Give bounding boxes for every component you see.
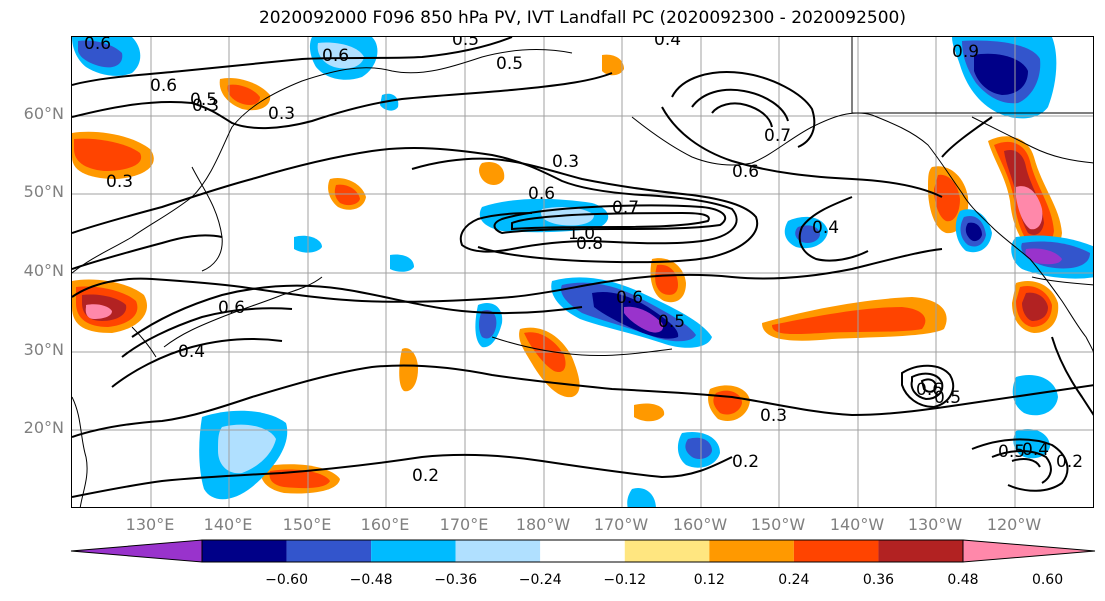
lat-label-60n: 60°N bbox=[23, 104, 64, 123]
colorbar-cell bbox=[624, 540, 710, 562]
colorbar-extension-low bbox=[70, 539, 203, 563]
lon-label-150e: 150°E bbox=[282, 515, 332, 534]
colorbar-tick-label: 0.24 bbox=[778, 572, 810, 588]
lon-label-130w: 130°W bbox=[907, 515, 963, 534]
lon-label-160w: 160°W bbox=[672, 515, 728, 534]
contour-label: 0.6 bbox=[150, 76, 177, 96]
lon-label-160e: 160°E bbox=[360, 515, 410, 534]
contour-label: 0.2 bbox=[412, 466, 439, 486]
lat-label-50n: 50°N bbox=[23, 182, 64, 201]
contour-label: 0.5 bbox=[658, 312, 685, 332]
contour-label: 0.5 bbox=[496, 54, 523, 74]
colorbar-cell bbox=[540, 540, 625, 562]
contour-label: 0.2 bbox=[732, 452, 759, 472]
lon-label-170w: 170°W bbox=[593, 515, 649, 534]
lon-label-120w: 120°W bbox=[986, 515, 1042, 534]
contour-label: 0.6 bbox=[84, 37, 111, 54]
contour-label: 0.6 bbox=[732, 162, 759, 182]
colorbar-cell bbox=[878, 540, 963, 562]
contour-label: 0.3 bbox=[106, 172, 133, 192]
contour-label: 0.5 bbox=[934, 388, 961, 408]
colorbar-tick-label: −0.48 bbox=[349, 572, 393, 588]
lat-label-40n: 40°N bbox=[23, 261, 64, 280]
pv-shading bbox=[72, 37, 1093, 507]
colorbar-tick-label: −0.60 bbox=[265, 572, 308, 588]
contour-label: 0.3 bbox=[268, 104, 295, 124]
contour-label: 1.0 bbox=[568, 224, 595, 244]
contour-label: 0.4 bbox=[654, 37, 681, 50]
lat-label-30n: 30°N bbox=[23, 340, 64, 359]
lon-label-180w: 180°W bbox=[515, 515, 571, 534]
contour-label: 0.7 bbox=[612, 198, 639, 218]
lon-label-140e: 140°E bbox=[203, 515, 253, 534]
contour-label: 0.4 bbox=[1022, 440, 1049, 460]
contour-label: 0.3 bbox=[552, 152, 579, 172]
colorbar-cell bbox=[709, 540, 794, 562]
contour-label: 0.5 bbox=[452, 37, 479, 50]
contour-label: 0.4 bbox=[178, 342, 205, 362]
colorbar-tick-label: 0.48 bbox=[947, 572, 979, 588]
colorbar-frame bbox=[201, 539, 964, 563]
contour-label: 0.6 bbox=[528, 184, 555, 204]
colorbar-extension-high bbox=[962, 539, 1096, 563]
graticule bbox=[72, 37, 1093, 507]
map-panel[interactable]: 0.6 0.5 0.5 0.6 0.3 0.5 0.4 0.3 0.6 0.9 … bbox=[71, 36, 1094, 508]
lat-label-20n: 20°N bbox=[23, 418, 64, 437]
coastlines bbox=[72, 37, 1093, 507]
contour-label: 0.7 bbox=[764, 126, 791, 146]
lon-label-130e: 130°E bbox=[125, 515, 175, 534]
lon-label-150w: 150°W bbox=[750, 515, 806, 534]
pv-contours bbox=[72, 37, 1093, 498]
colorbar bbox=[70, 539, 1096, 563]
contour-label: 0.6 bbox=[322, 46, 349, 66]
contour-label: 0.2 bbox=[1056, 452, 1083, 472]
contour-label: 0.3 bbox=[760, 406, 787, 426]
contour-label: 0.6 bbox=[616, 288, 643, 308]
colorbar-cell bbox=[455, 540, 541, 562]
contour-label: 0.9 bbox=[952, 42, 979, 62]
colorbar-tick-label: −0.12 bbox=[603, 572, 647, 588]
colorbar-tick-label: 0.36 bbox=[862, 572, 895, 588]
lon-label-170e: 170°E bbox=[439, 515, 489, 534]
colorbar-cell bbox=[202, 540, 287, 562]
colorbar-tick-label: −0.36 bbox=[434, 572, 478, 588]
colorbar-tick-label: 0.60 bbox=[1031, 572, 1064, 588]
contour-label: 0.5 bbox=[190, 90, 217, 110]
contour-label: 0.4 bbox=[812, 218, 839, 238]
contour-label: 0.5 bbox=[998, 442, 1025, 462]
lon-label-140w: 140°W bbox=[829, 515, 885, 534]
colorbar-tick-label: −0.24 bbox=[518, 572, 562, 588]
colorbar-cell bbox=[286, 540, 372, 562]
colorbar-cell bbox=[793, 540, 879, 562]
contour-label: 0.6 bbox=[916, 380, 943, 400]
contour-label: 0.3 bbox=[192, 96, 219, 116]
contour-label: 0.6 bbox=[218, 298, 245, 318]
contour-label-group: 0.6 0.5 0.5 0.6 0.3 0.5 0.4 0.3 0.6 0.9 … bbox=[84, 37, 1083, 486]
map-title: 2020092000 F096 850 hPa PV, IVT Landfall… bbox=[258, 8, 906, 28]
colorbar-cell bbox=[371, 540, 456, 562]
map-canvas[interactable]: 0.6 0.5 0.5 0.6 0.3 0.5 0.4 0.3 0.6 0.9 … bbox=[72, 37, 1094, 508]
colorbar-tick-label: 0.12 bbox=[693, 572, 725, 588]
contour-label: 0.8 bbox=[576, 234, 603, 254]
